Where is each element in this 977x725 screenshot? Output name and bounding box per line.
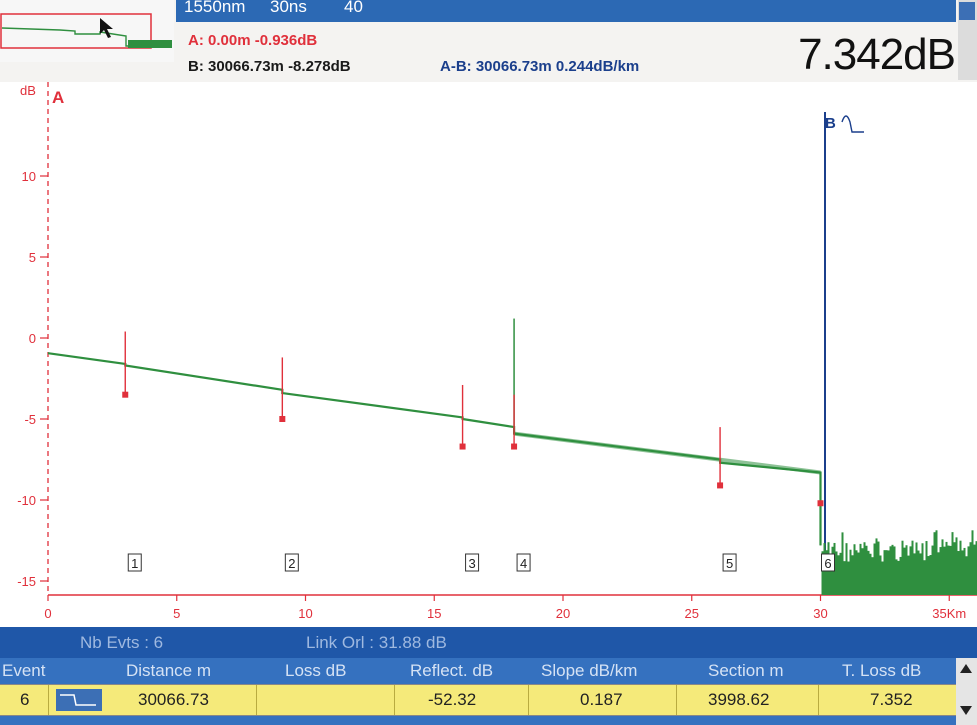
trace-plot[interactable]: dB A B 1 2 3 4 5 6 10 5 0 -5 -10 -15 0 5 10 15 20 25 30 35… [0,82,977,627]
table-row[interactable]: 6 30066.73 -52.32 0.187 3998.62 7.352 [0,684,956,716]
x-tick-label: 10 [298,606,312,621]
event-number-label: 3 [468,556,475,571]
y-tick-label: -10 [17,493,36,508]
cursor-b-label: B [825,115,836,132]
total-loss-value: 7.342dB [798,30,956,79]
scroll-up-icon[interactable] [960,664,972,673]
x-tick-label: 0 [44,606,51,621]
event-number-label: 4 [520,556,527,571]
event-number-box [516,553,531,572]
overview-thumbnail[interactable] [0,0,174,62]
event-number-box [722,553,737,572]
col-distance: Distance m [126,661,212,680]
event-marker-dot [122,391,129,398]
col-reflect: Reflect. dB [410,661,494,680]
table-header: Event Distance m Loss dB Reflect. dB Slo… [0,658,977,684]
col-loss: Loss dB [285,661,347,680]
table-footer [0,716,977,725]
a-minus-b-readout: A-B: 30066.73m 0.244dB/km [440,58,640,75]
cell-distance: 30066.73 [138,690,209,709]
event-markers: 1 2 3 4 5 6 [122,331,835,572]
event-number-box [465,553,480,572]
trace-chart[interactable]: dB A B 1 2 3 4 5 6 10 5 0 -5 -10 -15 0 5 10 15 20 25 30 35… [0,82,977,627]
trace-series [47,318,822,546]
averaging-label: 40 [344,0,363,16]
event-number-label: 5 [726,556,733,571]
cursor-a-label: A [52,88,64,107]
trace-noise-band [513,431,821,475]
cursor-b-event-icon [841,115,864,133]
event-number-box [127,553,142,572]
cell-section: 3998.62 [708,690,770,709]
y-unit-label: dB [20,83,36,98]
col-slope: Slope dB/km [541,661,638,680]
y-tick-label: 5 [29,250,36,265]
zoom-window-rect [0,13,152,49]
trace-line [47,352,822,546]
col-event: Event [2,661,46,680]
y-tick-label: -15 [17,574,36,589]
scroll-handle[interactable] [959,2,975,20]
x-tick-label: 20 [556,606,570,621]
wavelength-label: 1550nm [184,0,246,16]
link-orl: Link Orl : 31.88 dB [306,633,447,652]
cursor-b-readout: B: 30066.73m -8.278dB [188,58,351,75]
event-number-label: 1 [131,556,138,571]
event-marker-dot [817,500,824,507]
cell-tloss: 7.352 [870,690,913,709]
event-marker-dot [717,482,724,489]
col-section: Section m [708,661,784,680]
y-tick-label: 10 [22,169,36,184]
cell-slope: 0.187 [580,690,623,709]
event-marker-dot [279,416,286,422]
status-bar: Nb Evts : 6 Link Orl : 31.88 dB [0,627,977,658]
pulse-label: 30ns [270,0,307,16]
acquisition-bar: 1550nm 30ns 40 [176,0,956,22]
x-tick-label: 35Km [932,606,966,621]
event-number-box [284,553,299,572]
x-tick-label: 15 [427,606,441,621]
event-number-box [821,553,835,572]
x-tick-label: 30 [813,606,827,621]
event-count: Nb Evts : 6 [80,633,164,652]
event-number-label: 2 [288,556,295,571]
x-tick-label: 25 [685,606,699,621]
event-marker-dot [459,443,466,450]
y-tick-label: -5 [24,412,36,427]
cursor-a-readout: A: 0.00m -0.936dB [188,32,318,49]
cell-reflect: -52.32 [428,690,477,709]
event-number-label: 6 [824,556,831,571]
col-tloss: T. Loss dB [842,661,922,680]
y-tick-label: 0 [29,331,36,346]
event-type-icon [56,689,102,711]
scroll-down-icon[interactable] [960,706,972,715]
header-scrollbar[interactable] [958,0,977,80]
cell-event: 6 [20,690,30,709]
event-marker-dot [511,443,518,450]
overview-noise [128,40,172,48]
header-panel: 1550nm 30ns 40 A: 0.00m -0.936dB B: 3006… [0,0,977,82]
x-tick-label: 5 [173,606,180,621]
pointer-cursor-icon [100,18,113,38]
table-scrollbar[interactable] [956,658,977,725]
overview-trace [0,13,172,49]
